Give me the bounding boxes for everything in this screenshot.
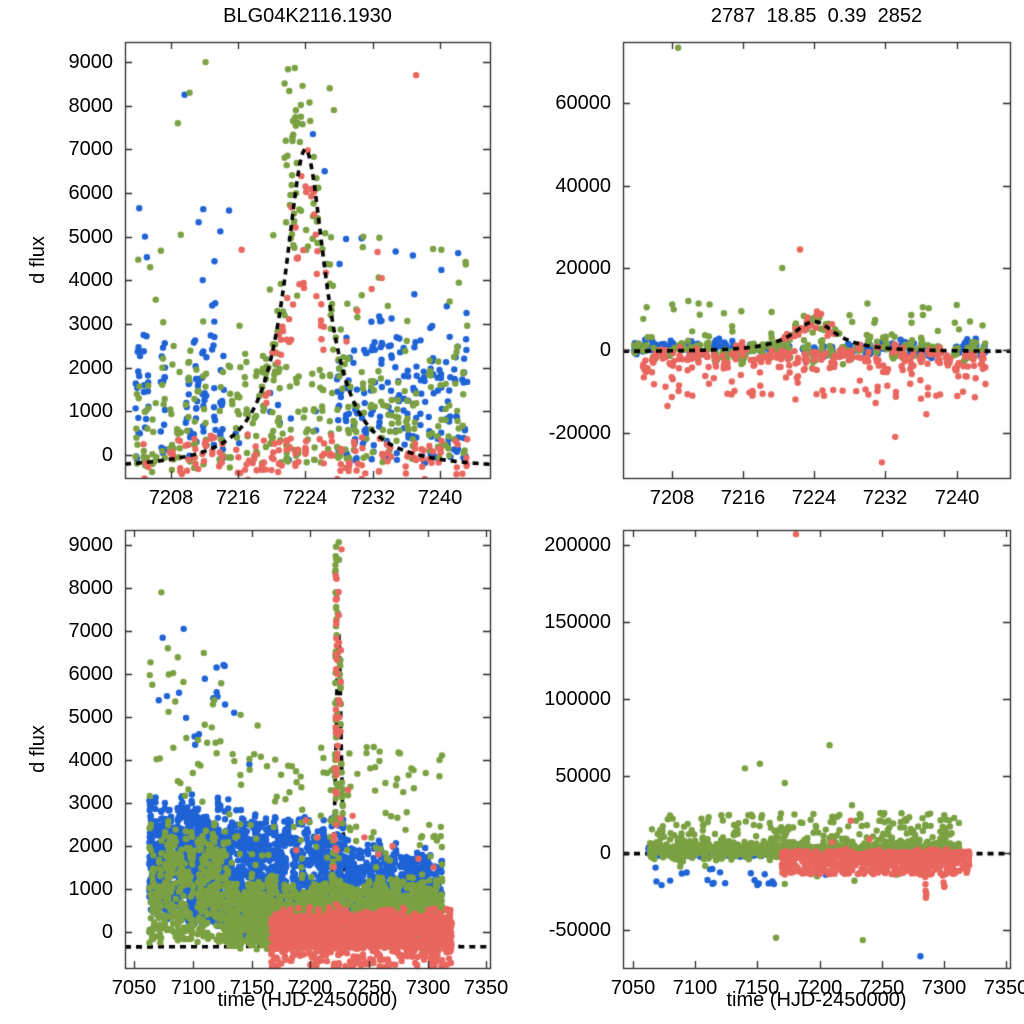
- y-tick-label-bottom-left: 1000: [68, 878, 114, 900]
- x-tick-label-bottom-right: 7300: [921, 977, 967, 999]
- x-axis-label-time-right: time (HJD-2450000): [726, 989, 907, 1011]
- x-tick-label-bottom-right: 7100: [672, 977, 718, 999]
- x-tick-label-top-left: 7232: [350, 487, 396, 509]
- x-tick-label-bottom-left: 7200: [287, 977, 333, 999]
- x-tick-label-bottom-left: 7350: [463, 977, 509, 999]
- x-tick-label-top-left: 7208: [148, 487, 194, 509]
- x-tick-label-bottom-right: 7350: [983, 977, 1024, 999]
- y-tick-label-bottom-right: 200000: [544, 534, 611, 556]
- y-tick-label-bottom-left: 5000: [68, 706, 114, 728]
- x-tick-label-top-right: 7224: [791, 487, 837, 509]
- fit-parameters-title: 2787 18.85 0.39 2852: [710, 5, 923, 27]
- y-tick-label-bottom-left: 0: [101, 921, 113, 943]
- x-tick-label-top-right: 7216: [720, 487, 766, 509]
- y-tick-label-top-left: 2000: [68, 357, 114, 379]
- y-tick-label-top-left: 4000: [68, 269, 114, 291]
- x-tick-label-bottom-right: 7150: [734, 977, 780, 999]
- y-tick-label-bottom-left: 3000: [68, 792, 114, 814]
- y-tick-label-bottom-left: 8000: [68, 577, 114, 599]
- x-tick-label-top-left: 7224: [282, 487, 328, 509]
- y-tick-label-bottom-right: -50000: [548, 919, 611, 941]
- x-tick-label-top-left: 7216: [215, 487, 261, 509]
- y-tick-label-top-left: 9000: [68, 51, 114, 73]
- x-tick-label-top-left: 7240: [417, 487, 463, 509]
- y-tick-label-top-left: 7000: [68, 138, 114, 160]
- x-axis-label-time-left: time (HJD-2450000): [217, 989, 398, 1011]
- event-id-title: BLG04K2116.1930: [223, 5, 392, 27]
- y-tick-label-bottom-right: 100000: [544, 688, 611, 710]
- y-tick-label-top-right: 0: [599, 339, 611, 361]
- y-tick-label-top-right: 40000: [555, 175, 611, 197]
- y-tick-label-bottom-right: 50000: [555, 765, 611, 787]
- y-tick-label-top-left: 6000: [68, 182, 114, 204]
- x-tick-label-bottom-right: 7250: [859, 977, 905, 999]
- y-tick-label-top-right: 20000: [555, 257, 611, 279]
- y-tick-label-bottom-left: 6000: [68, 663, 114, 685]
- x-tick-label-bottom-left: 7150: [229, 977, 275, 999]
- y-tick-label-bottom-left: 2000: [68, 835, 114, 857]
- y-tick-label-top-right: -20000: [548, 422, 611, 444]
- x-tick-label-bottom-right: 7050: [610, 977, 656, 999]
- x-tick-label-bottom-left: 7100: [170, 977, 216, 999]
- y-tick-label-top-left: 3000: [68, 313, 114, 335]
- y-tick-label-top-left: 5000: [68, 226, 114, 248]
- y-tick-label-bottom-right: 0: [599, 842, 611, 864]
- y-tick-label-bottom-left: 7000: [68, 620, 114, 642]
- y-tick-label-top-right: 60000: [555, 92, 611, 114]
- x-tick-label-bottom-right: 7200: [797, 977, 843, 999]
- y-tick-label-top-left: 1000: [68, 400, 114, 422]
- x-tick-label-bottom-left: 7250: [346, 977, 392, 999]
- x-tick-label-top-right: 7240: [934, 487, 980, 509]
- y-tick-label-bottom-left: 4000: [68, 749, 114, 771]
- x-tick-label-top-right: 7208: [649, 487, 695, 509]
- x-tick-label-top-right: 7232: [862, 487, 908, 509]
- x-tick-label-bottom-left: 7050: [111, 977, 157, 999]
- y-tick-label-bottom-left: 9000: [68, 534, 114, 556]
- y-tick-label-top-left: 8000: [68, 95, 114, 117]
- y-tick-label-top-left: 0: [101, 444, 113, 466]
- y-tick-label-bottom-right: 150000: [544, 611, 611, 633]
- x-tick-label-bottom-left: 7300: [405, 977, 451, 999]
